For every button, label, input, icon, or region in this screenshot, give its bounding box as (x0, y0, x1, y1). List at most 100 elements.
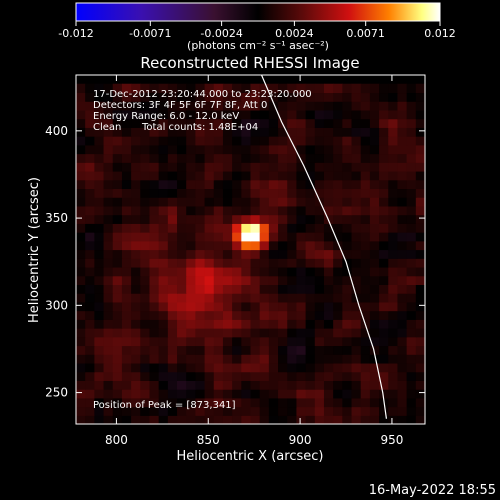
heatmap-cell (131, 284, 141, 294)
heatmap-cell (415, 153, 425, 163)
heatmap-cell (94, 380, 105, 390)
heatmap-cell (425, 215, 435, 224)
heatmap-cell (177, 380, 187, 390)
heatmap-cell (140, 389, 151, 399)
heatmap-cell (287, 136, 298, 146)
heatmap-cell (333, 249, 343, 259)
heatmap-cell (195, 240, 206, 251)
heatmap-cell (85, 406, 95, 416)
heatmap-cell (406, 240, 417, 251)
heatmap-cell (76, 223, 86, 233)
heatmap-cell (149, 205, 160, 216)
heatmap-cell (369, 406, 380, 416)
heatmap-cell (241, 266, 252, 277)
heatmap-cell (121, 197, 132, 207)
heatmap-cell (85, 336, 95, 347)
heatmap-cell (250, 389, 261, 399)
heatmap-cell (177, 362, 187, 373)
heatmap-cell (323, 188, 334, 198)
heatmap-cell (333, 162, 343, 172)
heatmap-cell (195, 266, 206, 277)
heatmap-cell (94, 258, 105, 268)
heatmap-cell (112, 293, 123, 303)
heatmap-cell (305, 397, 316, 408)
heatmap-cell (67, 424, 77, 433)
heatmap-cell (167, 205, 178, 216)
heatmap-cell (379, 240, 389, 251)
colorbar-ticks: -0.012 -0.0071 -0.0024 0.0024 0.0071 0.012 (58, 21, 456, 40)
heatmap-cell (94, 144, 105, 155)
heatmap-cell (342, 118, 353, 128)
heatmap-cell (241, 284, 252, 294)
heatmap-cell (213, 319, 224, 329)
heatmap-cell (296, 380, 307, 390)
heatmap-cell (342, 310, 353, 320)
heatmap-cell (250, 136, 261, 146)
heatmap-cell (268, 127, 279, 137)
heatmap-cell (259, 118, 270, 128)
heatmap-cell (167, 415, 178, 424)
heatmap-cell (333, 336, 343, 347)
heatmap-cell (314, 240, 325, 251)
heatmap-cell (388, 362, 399, 373)
heatmap-cell (76, 188, 77, 198)
heatmap-cell (296, 197, 307, 207)
heatmap-cell (268, 406, 279, 416)
heatmap-cell (278, 415, 288, 424)
y-tick-label: 350 (45, 211, 68, 225)
heatmap-cell (85, 109, 95, 120)
heatmap-cell (360, 336, 371, 347)
heatmap-cell (351, 101, 362, 111)
heatmap-cell (195, 362, 206, 373)
heatmap-cell (131, 301, 141, 312)
heatmap-cell (204, 293, 215, 303)
heatmap-cell (186, 109, 196, 120)
heatmap-cell (241, 179, 252, 190)
heatmap-cell (397, 214, 408, 224)
heatmap-cell (167, 389, 178, 399)
heatmap-cell (296, 258, 307, 268)
heatmap-cell (140, 266, 151, 277)
heatmap-cell (94, 188, 105, 198)
heatmap-cell (323, 214, 334, 224)
heatmap-cell (76, 144, 77, 155)
heatmap-cell (287, 118, 298, 128)
heatmap-cell (425, 328, 435, 337)
colorbar-tick-label: -0.0071 (129, 27, 171, 40)
heatmap-cell (76, 127, 77, 137)
heatmap-cell (268, 380, 279, 390)
heatmap-cell (351, 223, 362, 233)
heatmap-cell (425, 345, 435, 354)
heatmap-cell (287, 275, 298, 285)
heatmap-cell (379, 258, 389, 268)
heatmap-cell (296, 170, 307, 181)
heatmap-cell (167, 249, 178, 259)
heatmap-cell (360, 397, 371, 408)
heatmap-cell (379, 153, 389, 163)
heatmap-cell (360, 293, 371, 303)
heatmap-cell (388, 144, 399, 155)
heatmap-cell (131, 371, 141, 381)
heatmap-cell (425, 136, 435, 145)
heatmap-cell (103, 336, 114, 347)
heatmap-cell (360, 144, 371, 155)
heatmap-cell (158, 301, 169, 312)
heatmap-cell (305, 354, 316, 364)
heatmap-cell (131, 249, 141, 259)
heatmap-cell (232, 127, 242, 137)
heatmap-cell (259, 205, 270, 216)
heatmap-cell (76, 371, 77, 381)
heatmap-cell (241, 205, 252, 216)
heatmap-cell (296, 92, 307, 102)
heatmap-cell (222, 118, 233, 128)
heatmap-cell (314, 162, 325, 172)
heatmap-cell (360, 101, 371, 111)
heatmap-cell (388, 109, 399, 120)
heatmap-cell (268, 258, 279, 268)
heatmap-cell (94, 319, 105, 329)
heatmap-cell (250, 319, 261, 329)
heatmap-cell (213, 397, 224, 408)
heatmap-cell (259, 197, 270, 207)
heatmap-cell (186, 406, 196, 416)
heatmap-cell (167, 232, 178, 242)
